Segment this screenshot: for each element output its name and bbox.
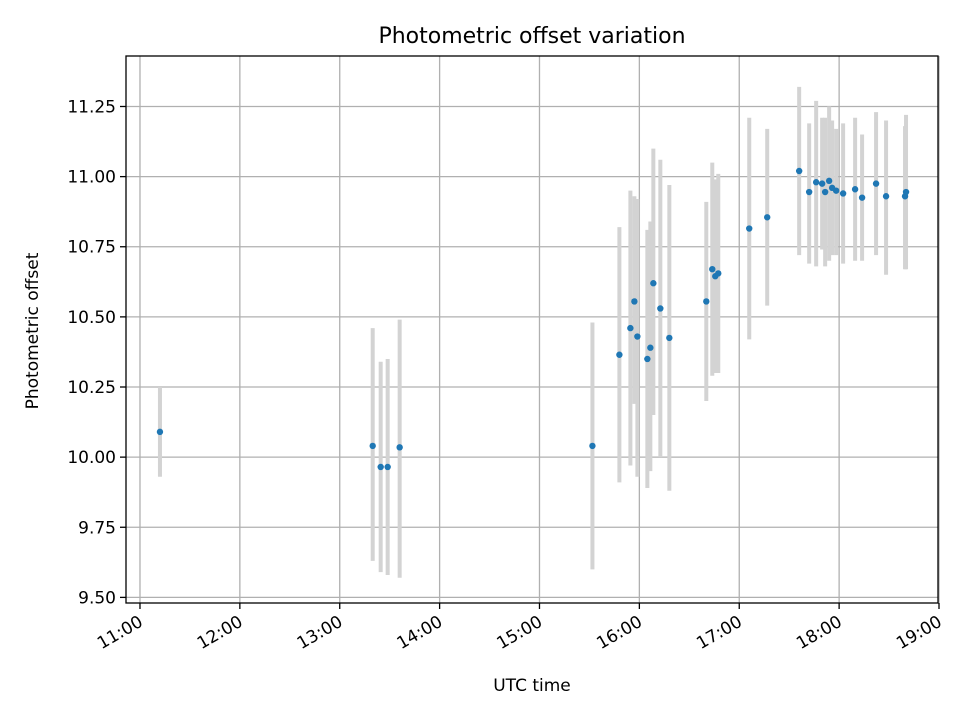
y-tick-label: 11.25 — [67, 97, 116, 117]
error-bars — [157, 86, 909, 578]
data-point — [832, 187, 840, 194]
x-tick-label: 17:00 — [693, 612, 745, 654]
y-tick-label: 10.50 — [67, 308, 116, 328]
x-tick-label: 11:00 — [94, 612, 146, 654]
x-tick-label: 13:00 — [294, 612, 346, 654]
data-point — [825, 177, 833, 185]
data-point — [709, 265, 716, 273]
x-tick-label: 12:00 — [194, 612, 246, 654]
data-point — [644, 355, 651, 363]
data-point — [616, 351, 623, 358]
y-axis-label: Photometric offset — [23, 252, 43, 409]
y-tick-label: 9.50 — [78, 588, 116, 608]
x-tick-label: 14:00 — [394, 612, 446, 654]
x-tick-label: 18:00 — [793, 612, 845, 654]
data-point — [839, 190, 847, 197]
data-point — [882, 193, 890, 200]
data-point — [657, 305, 664, 312]
data-point — [384, 463, 391, 471]
data-point — [156, 428, 164, 436]
data-point — [818, 180, 826, 187]
data-point — [872, 180, 880, 187]
data-point — [746, 225, 753, 232]
data-point — [650, 280, 657, 287]
data-point — [631, 298, 638, 305]
y-tick-label: 9.75 — [78, 518, 116, 538]
x-axis-label: UTC time — [493, 676, 571, 696]
x-tick-label: 16:00 — [593, 612, 645, 654]
data-point — [634, 333, 641, 340]
y-tick-label: 10.25 — [67, 378, 116, 398]
data-point — [795, 167, 803, 175]
data-point — [703, 298, 710, 305]
data-point — [369, 442, 376, 450]
data-points — [156, 167, 910, 471]
data-point — [715, 270, 722, 277]
chart-title: Photometric offset variation — [378, 24, 685, 49]
data-point — [812, 179, 820, 186]
data-point — [764, 214, 771, 221]
x-axis-ticks: 11:00 12:00 13:00 14:00 15:00 16:00 17:00 18:00… — [94, 603, 945, 654]
data-point — [589, 442, 596, 450]
data-point — [851, 186, 859, 193]
data-point — [377, 463, 384, 471]
data-point — [647, 344, 654, 351]
plot-frame — [125, 55, 939, 604]
data-point — [805, 188, 813, 196]
data-point — [396, 444, 403, 451]
x-tick-label: 19:00 — [893, 612, 945, 654]
y-tick-label: 10.75 — [67, 238, 116, 258]
data-point — [821, 188, 829, 196]
y-tick-label: 11.00 — [67, 168, 116, 188]
data-point — [858, 194, 866, 201]
data-point — [666, 334, 673, 342]
data-point — [627, 324, 634, 332]
y-axis-ticks: 9.50 9.75 10.00 10.25 10.50 10.75 11.00 11.25 — [67, 97, 126, 608]
data-point — [902, 188, 910, 196]
x-tick-label: 15:00 — [494, 612, 546, 654]
y-tick-label: 10.00 — [67, 448, 116, 468]
